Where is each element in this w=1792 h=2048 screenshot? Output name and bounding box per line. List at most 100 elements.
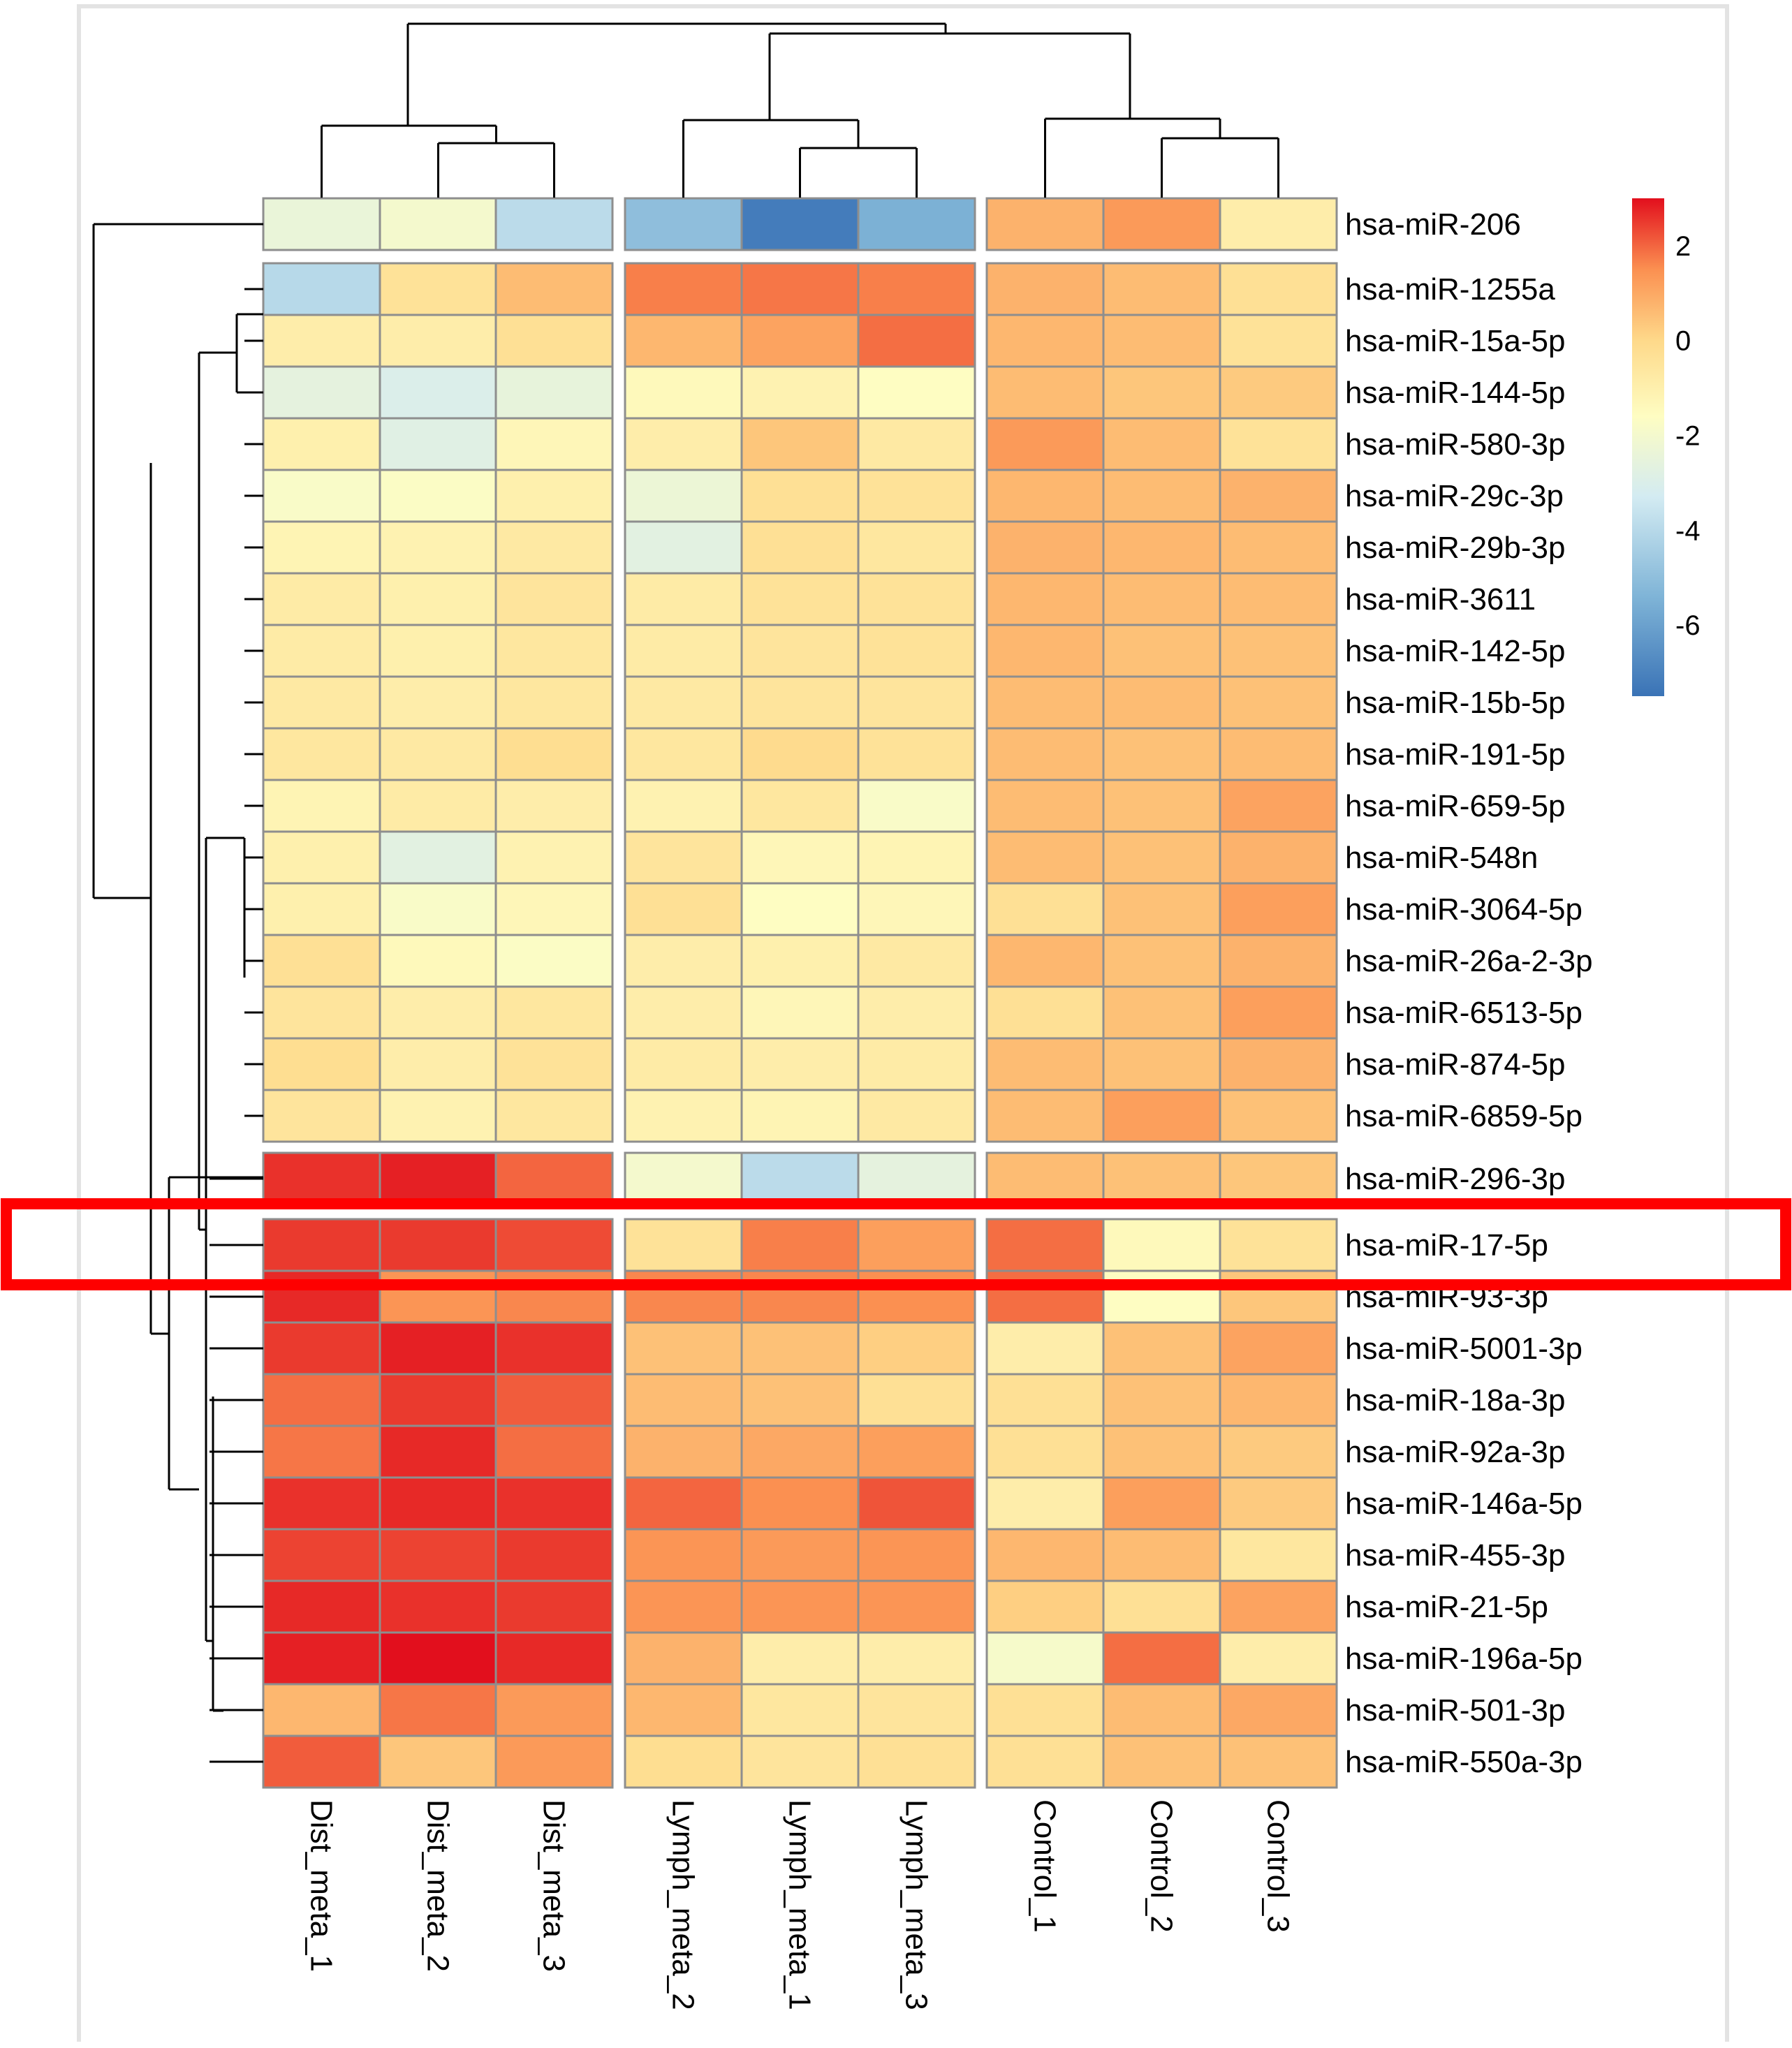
heatmap-cell [494,1476,614,1531]
heatmap-cell [262,1528,381,1582]
row-label: hsa-miR-191-5p [1345,737,1565,772]
heatmap-cell [1219,1528,1338,1582]
heatmap-cell [1102,624,1221,678]
heatmap-cell [624,1683,743,1737]
heatmap-cell [1219,985,1338,1040]
heatmap-cell [494,1631,614,1686]
heatmap-cell [1219,1037,1338,1091]
heatmap-cell [857,262,976,316]
heatmap-cell [857,1528,976,1582]
heatmap-cell [1219,1321,1338,1376]
heatmap-cell [857,520,976,575]
heatmap-cell [1219,314,1338,368]
heatmap-cell [262,1151,381,1206]
row-label: hsa-miR-196a-5p [1345,1642,1582,1676]
heatmap-cell [1102,1734,1221,1789]
heatmap-cell [1102,469,1221,523]
color-key-tick-label: -2 [1675,421,1701,452]
row-label: hsa-miR-146a-5p [1345,1487,1582,1521]
color-key-tick-label: -4 [1675,515,1701,546]
row-label: hsa-miR-92a-3p [1345,1435,1565,1469]
row-label: hsa-miR-144-5p [1345,376,1565,410]
heatmap-cell [494,1424,614,1479]
heatmap-cell [494,727,614,781]
heatmap-cell [740,1734,860,1789]
heatmap-cell [857,1631,976,1686]
heatmap-cell [1219,572,1338,626]
heatmap-cell [624,1269,743,1324]
heatmap-cell [740,417,860,471]
heatmap-cell [262,985,381,1040]
heatmap-cell [740,882,860,936]
heatmap-cell [624,1579,743,1634]
heatmap-cell [1219,262,1338,316]
heatmap-cell [379,1089,498,1143]
heatmap-cell [262,1373,381,1427]
heatmap-cell [1219,1631,1338,1686]
heatmap-cell [494,1218,614,1272]
heatmap-cell [1102,197,1221,251]
heatmap-cell [1102,1683,1221,1737]
heatmap-cell [985,1528,1105,1582]
heatmap-cell [1219,1579,1338,1634]
heatmap-cell [494,572,614,626]
heatmap-cell [857,1734,976,1789]
heatmap-cell [857,1151,976,1206]
heatmap-cell [740,1476,860,1531]
heatmap-cell [494,520,614,575]
heatmap-cell [1102,1528,1221,1582]
heatmap-cell [379,1476,498,1531]
heatmap-cell [494,1734,614,1789]
heatmap-cell [379,727,498,781]
heatmap-cell [857,1218,976,1272]
heatmap-cell [740,1528,860,1582]
heatmap-cell [985,572,1105,626]
row-label: hsa-miR-26a-2-3p [1345,944,1593,978]
heatmap-cell [857,882,976,936]
heatmap-cell [624,1631,743,1686]
heatmap-cell [262,830,381,885]
heatmap-cell [624,727,743,781]
heatmap-cell [379,675,498,730]
heatmap-cell [985,417,1105,471]
heatmap-cell [379,934,498,988]
row-label: hsa-miR-29c-3p [1345,479,1564,513]
heatmap-cell [985,1424,1105,1479]
heatmap-cell [379,469,498,523]
heatmap-cell [1102,985,1221,1040]
heatmap-cell [379,1218,498,1272]
row-label: hsa-miR-6513-5p [1345,996,1582,1030]
heatmap-cell [740,1151,860,1206]
heatmap-cell [379,314,498,368]
heatmap-cell [624,779,743,833]
heatmap-cell [857,365,976,420]
color-key-tick-label: -6 [1675,610,1701,641]
heatmap-cell [985,1151,1105,1206]
heatmap-cell [379,830,498,885]
heatmap-cell [740,624,860,678]
heatmap-cell [985,624,1105,678]
row-label: hsa-miR-455-3p [1345,1538,1565,1572]
heatmap-cell [624,1218,743,1272]
heatmap-cell [494,1683,614,1737]
heatmap-cell [857,1373,976,1427]
heatmap-cell [985,1476,1105,1531]
heatmap-cell [379,572,498,626]
row-label: hsa-miR-1255a [1345,272,1555,307]
heatmap-cell [857,934,976,988]
row-label: hsa-miR-550a-3p [1345,1745,1582,1779]
heatmap-cell [985,1631,1105,1686]
heatmap-cell [624,197,743,251]
heatmap-cell [379,417,498,471]
heatmap-cell [740,262,860,316]
heatmap-cell [1219,365,1338,420]
heatmap-cell [857,1037,976,1091]
heatmap-cell [1219,934,1338,988]
heatmap-cell [379,1037,498,1091]
row-label: hsa-miR-15a-5p [1345,324,1565,358]
heatmap-cell [379,262,498,316]
heatmap-cell [494,469,614,523]
heatmap-cell [857,985,976,1040]
heatmap-cell [985,197,1105,251]
heatmap-cell [624,1151,743,1206]
